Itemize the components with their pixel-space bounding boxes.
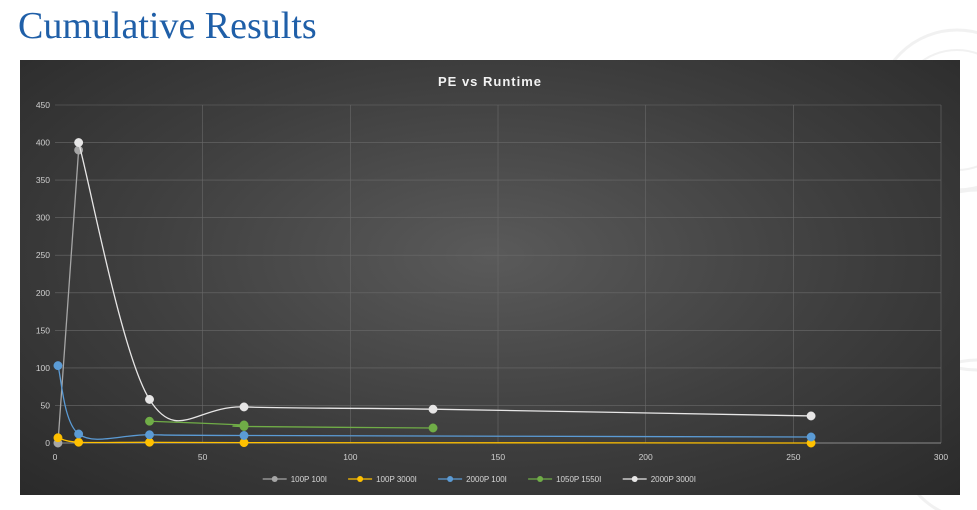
legend-label: 1050P 1550I: [556, 475, 601, 484]
data-point: [428, 404, 438, 414]
legend-label: 2000P 100I: [466, 475, 507, 484]
chart-title: PE vs Runtime: [438, 74, 542, 89]
legend-item: 1050P 1550I: [528, 475, 601, 484]
y-tick-label: 100: [36, 363, 50, 373]
legend-swatch-marker: [271, 476, 278, 482]
series-1050p-1550i: [145, 416, 438, 433]
data-point: [145, 430, 154, 440]
x-tick-label: 250: [786, 452, 800, 462]
y-tick-label: 200: [36, 288, 50, 298]
x-axis-ticks: 0 50 100 150 200 250 300: [53, 452, 949, 462]
data-point: [145, 416, 154, 426]
data-point: [428, 423, 438, 433]
slide-title: Cumulative Results: [18, 5, 317, 47]
y-tick-label: 0: [45, 438, 50, 448]
series-100p-100i: [53, 145, 84, 448]
data-point: [53, 433, 63, 443]
legend-swatch-marker: [537, 476, 544, 482]
legend-item: 2000P 3000I: [622, 475, 696, 484]
data-point: [53, 361, 63, 371]
x-tick-label: 300: [934, 452, 948, 462]
x-tick-label: 200: [639, 452, 653, 462]
x-tick-label: 0: [53, 452, 58, 462]
grid-lines: [55, 104, 942, 444]
data-point: [74, 429, 84, 439]
data-point: [145, 437, 154, 447]
legend-item: 2000P 100I: [438, 475, 507, 484]
y-tick-label: 150: [36, 325, 50, 335]
series-line: [57, 437, 812, 444]
y-tick-label: 350: [36, 175, 50, 185]
data-point: [74, 138, 84, 148]
legend-label: 100P 3000I: [376, 475, 417, 484]
pe-vs-runtime-chart: PE vs Runtime 0 50 100 150 200 250 300 350 400 45…: [36, 74, 949, 484]
series-group: [53, 138, 816, 448]
y-tick-label: 300: [36, 213, 50, 223]
legend-label: 2000P 3000I: [651, 475, 696, 484]
data-point: [806, 411, 816, 421]
series-100p-3000i: [53, 433, 816, 448]
data-point: [145, 394, 154, 404]
y-tick-label: 400: [36, 138, 50, 148]
y-axis-ticks: 0 50 100 150 200 250 300 350 400 450: [36, 100, 50, 448]
data-point: [239, 402, 249, 412]
series-line: [78, 142, 812, 422]
x-tick-label: 150: [491, 452, 505, 462]
y-tick-label: 250: [36, 250, 50, 260]
x-tick-label: 100: [343, 452, 357, 462]
legend-item: 100P 100I: [262, 475, 327, 484]
data-point: [239, 422, 249, 431]
series-line: [149, 420, 434, 429]
data-point: [74, 437, 84, 447]
series-2000p-100i: [53, 361, 816, 442]
x-tick-label: 50: [198, 452, 208, 462]
series-line: [57, 150, 80, 444]
y-tick-label: 450: [36, 100, 50, 110]
legend-swatch-marker: [631, 476, 638, 482]
legend-label: 100P 100I: [291, 475, 327, 484]
legend-swatch-marker: [447, 476, 454, 482]
legend-item: 100P 3000I: [348, 475, 417, 484]
data-point: [806, 432, 816, 442]
y-tick-label: 50: [41, 400, 51, 410]
data-point: [239, 431, 249, 440]
legend-swatch-marker: [357, 476, 364, 482]
series-2000p-3000i: [74, 138, 816, 422]
chart-area: PE vs Runtime 0 50 100 150 200 250 300 350 400 45…: [20, 60, 960, 495]
legend: 100P 100I 100P 3000I 2000P 100I 1050P 1550I…: [262, 475, 696, 484]
